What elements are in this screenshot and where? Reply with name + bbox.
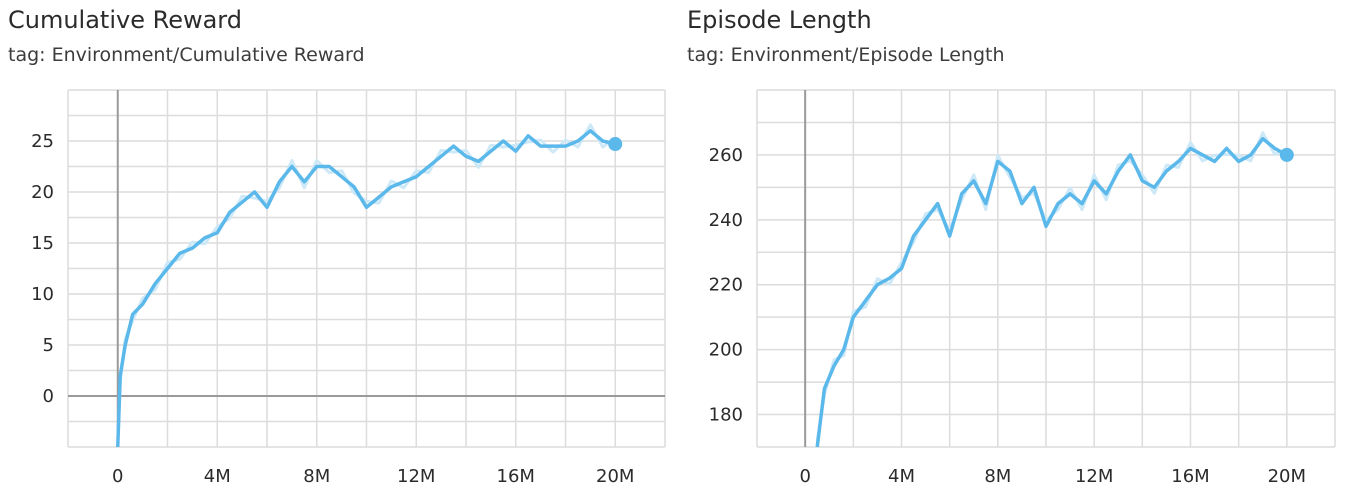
raw-series-line	[116, 123, 617, 442]
x-tick-label: 8M	[303, 466, 330, 487]
smoothed-series-line	[815, 136, 1288, 448]
chart-subtitle: tag: Environment/Cumulative Reward	[8, 44, 365, 66]
y-tick-label: 15	[31, 233, 54, 254]
episode-length-panel: Episode Length tag: Environment/Episode …	[687, 0, 1356, 500]
smoothed-series-line	[116, 129, 616, 448]
cumulative-reward-panel: Cumulative Reward tag: Environment/Cumul…	[8, 0, 678, 500]
x-tick-label: 8M	[984, 466, 1011, 487]
y-tick-label: 260	[709, 145, 743, 166]
x-tick-label: 20M	[1268, 466, 1306, 487]
y-tick-label: 200	[709, 340, 743, 361]
x-tick-label: 0	[799, 466, 810, 487]
chart-title: Cumulative Reward	[8, 6, 242, 34]
x-tick-label: 16M	[497, 466, 535, 487]
x-tick-label: 4M	[888, 466, 915, 487]
x-tick-label: 0	[112, 466, 123, 487]
series-end-point	[1279, 147, 1294, 162]
x-tick-label: 12M	[1075, 466, 1113, 487]
y-tick-label: 240	[709, 210, 743, 231]
y-tick-label: 0	[43, 386, 54, 407]
chart-title: Episode Length	[687, 6, 872, 34]
y-tick-label: 10	[31, 284, 54, 305]
grid	[756, 89, 1336, 448]
x-tick-label: 16M	[1171, 466, 1209, 487]
chart-subtitle: tag: Environment/Episode Length	[687, 44, 1005, 66]
x-tick-label: 20M	[596, 466, 634, 487]
x-tick-label: 4M	[204, 466, 231, 487]
x-tick-label: 12M	[397, 466, 435, 487]
series-end-point	[608, 137, 623, 152]
y-tick-label: 180	[709, 405, 743, 426]
y-tick-label: 5	[43, 335, 54, 356]
episode-length-chart: 180 200 220 240 260 0 4M 8M 12M 16M 20M	[709, 89, 1336, 487]
cumulative-reward-chart: 0 5 10 15 20 25 0 4M 8M 12M 16M 20M	[31, 89, 666, 487]
y-tick-label: 25	[31, 131, 54, 152]
y-tick-label: 220	[709, 275, 743, 296]
y-tick-label: 20	[31, 182, 54, 203]
raw-series-line	[815, 131, 1288, 442]
